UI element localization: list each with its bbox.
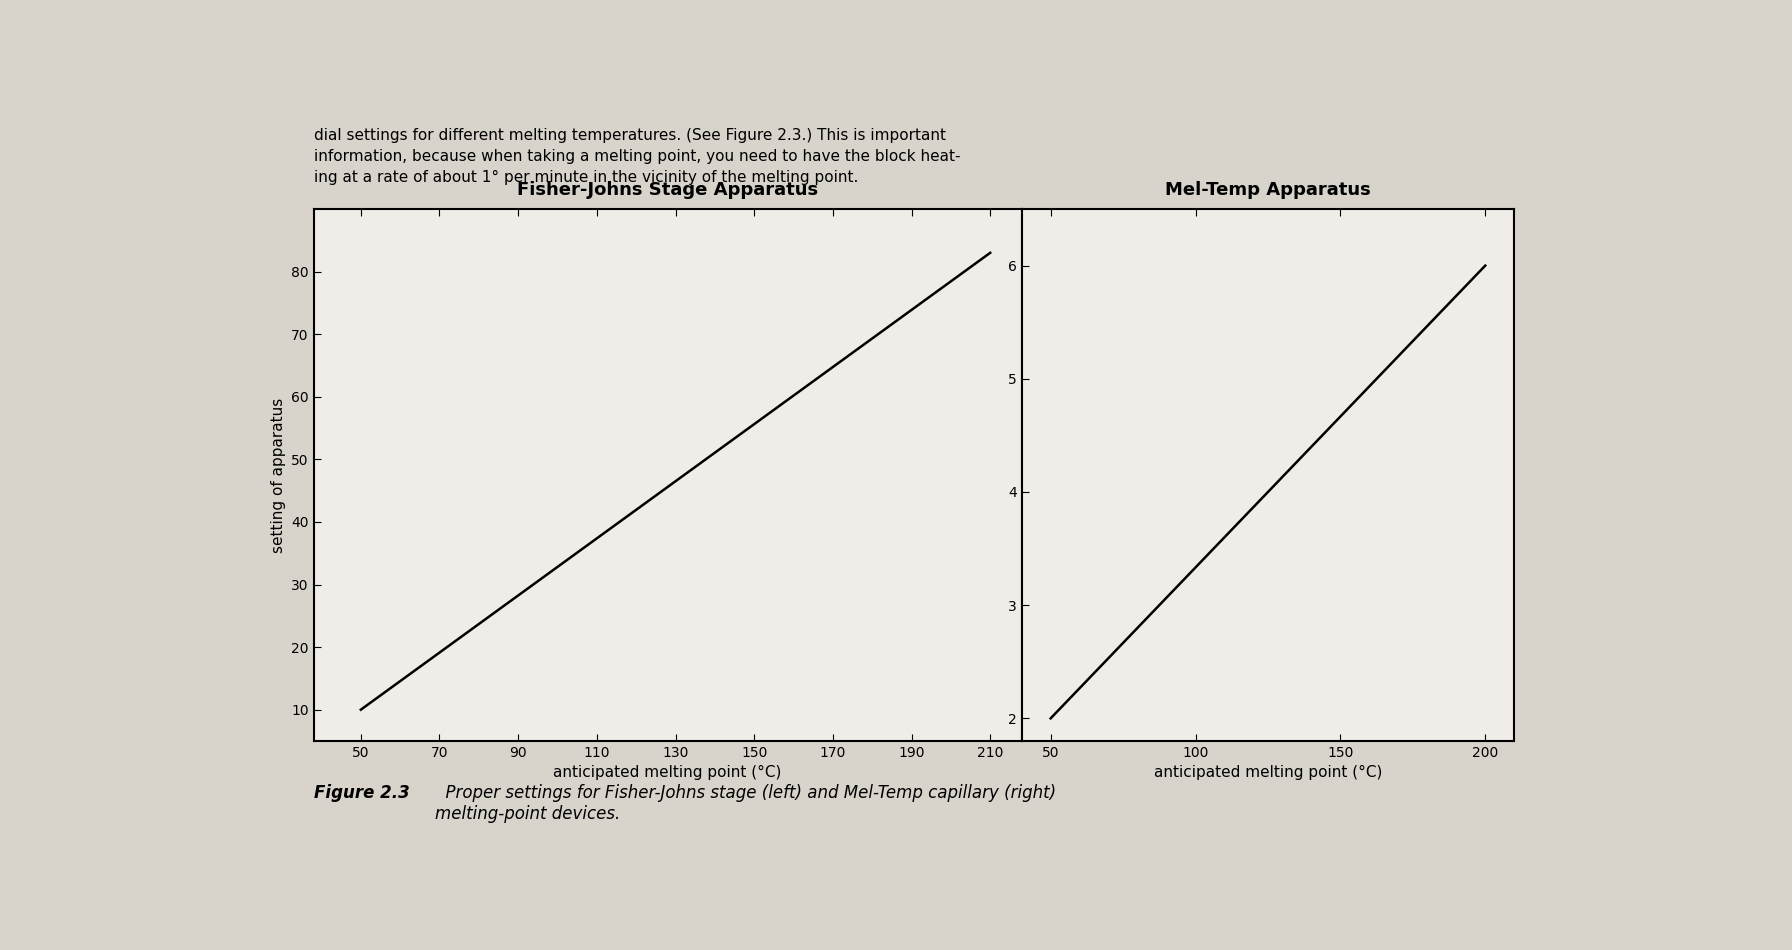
Title: Fisher-Johns Stage Apparatus: Fisher-Johns Stage Apparatus bbox=[518, 181, 819, 200]
Text: Figure 2.3: Figure 2.3 bbox=[314, 784, 409, 802]
X-axis label: anticipated melting point (°C): anticipated melting point (°C) bbox=[554, 766, 781, 781]
Text: Proper settings for Fisher-Johns stage (left) and Mel-Temp capillary (right)
mel: Proper settings for Fisher-Johns stage (… bbox=[435, 784, 1057, 823]
Y-axis label: setting of apparatus: setting of apparatus bbox=[271, 397, 285, 553]
Title: Mel-Temp Apparatus: Mel-Temp Apparatus bbox=[1165, 181, 1371, 200]
Text: Figure 2.3  Proper settings for Fisher-Johns stage (left) and Mel-Temp capillary: Figure 2.3 Proper settings for Fisher-Jo… bbox=[314, 784, 1020, 823]
Text: dial settings for different melting temperatures. (See Figure 2.3.) This is impo: dial settings for different melting temp… bbox=[314, 128, 961, 185]
X-axis label: anticipated melting point (°C): anticipated melting point (°C) bbox=[1154, 766, 1382, 781]
